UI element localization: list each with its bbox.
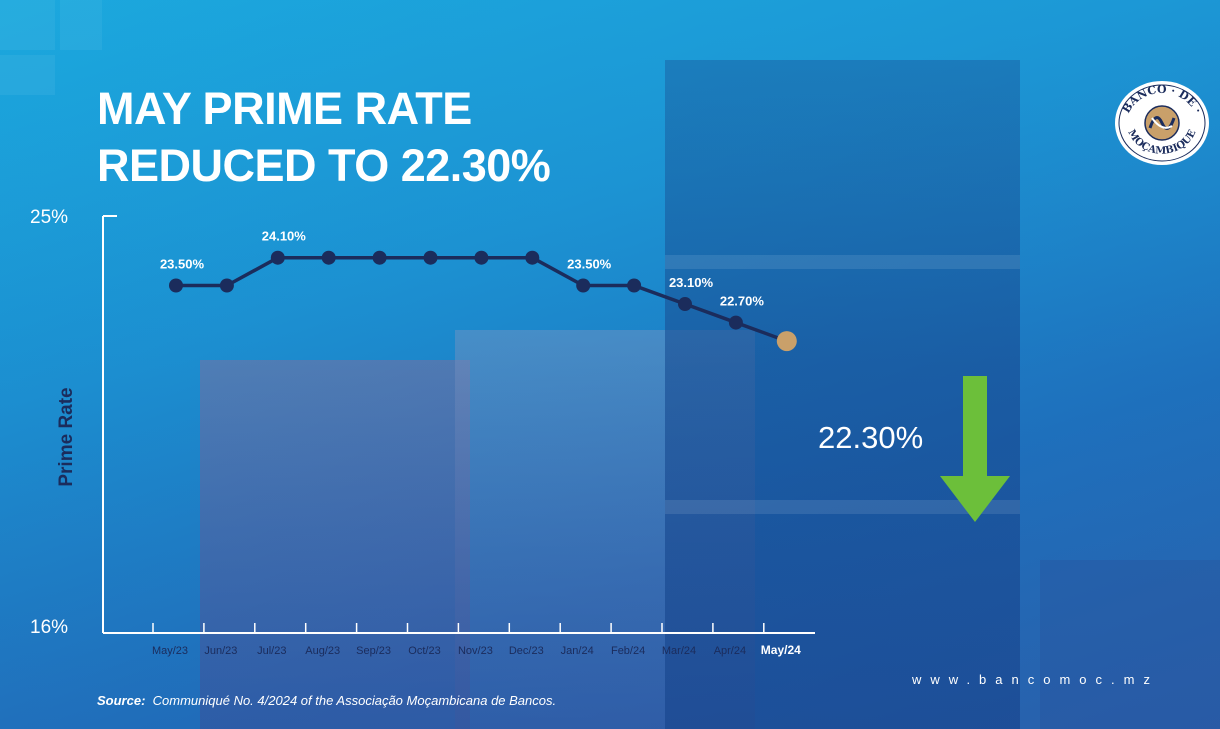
- background-building-right: [1040, 560, 1220, 729]
- x-tick-label: Aug/23: [305, 645, 340, 657]
- data-point: [321, 250, 336, 265]
- background-tiles: [0, 0, 130, 130]
- x-tick-label: Jan/24: [561, 645, 594, 657]
- data-label: 23.50%: [567, 257, 612, 272]
- series-line: [176, 255, 788, 343]
- data-point: [627, 278, 642, 293]
- x-tick-label: Dec/23: [509, 645, 544, 657]
- x-tick-label: Nov/23: [458, 645, 493, 657]
- data-point: [270, 250, 285, 265]
- data-point: [169, 278, 183, 293]
- data-point: [576, 278, 591, 293]
- x-tick-label: Jul/23: [257, 645, 286, 657]
- source-label: Source:: [97, 693, 146, 708]
- source-note: Source: Communiqué No. 4/2024 of the Ass…: [97, 693, 556, 708]
- x-tick-label: May/24: [761, 643, 801, 657]
- data-point: [423, 250, 438, 265]
- background-tower: [665, 60, 1020, 729]
- data-label: 23.10%: [669, 275, 714, 290]
- bank-seal-icon: BANCO · DE · MOÇAMBIQUE: [1115, 81, 1209, 165]
- website-url: www.bancomoc.mz: [912, 672, 1159, 687]
- background-building-left: [200, 360, 470, 729]
- headline-line-2: REDUCED TO 22.30%: [97, 140, 551, 191]
- data-label: 23.50%: [160, 257, 205, 272]
- highlight-point: [776, 331, 797, 352]
- data-point: [372, 250, 387, 265]
- data-point: [525, 250, 540, 265]
- x-tick-label: Feb/24: [611, 645, 645, 657]
- x-tick-label: Sep/23: [356, 645, 391, 657]
- y-axis-title: Prime Rate: [56, 387, 77, 486]
- x-tick-label: Oct/23: [408, 645, 440, 657]
- headline: MAY PRIME RATE REDUCED TO 22.30%: [97, 80, 551, 194]
- data-label: 24.10%: [262, 229, 307, 244]
- data-point: [474, 250, 489, 265]
- x-tick-label: Apr/24: [714, 645, 746, 657]
- data-point: [728, 315, 743, 330]
- x-tick-label: Mar/24: [662, 645, 696, 657]
- highlight-value-label: 22.30%: [818, 420, 924, 455]
- x-tick-label: Jun/23: [204, 645, 237, 657]
- y-tick-label-bottom: 16%: [30, 617, 68, 638]
- source-text: Communiqué No. 4/2024 of the Associação …: [152, 693, 557, 708]
- down-arrow-icon: [940, 376, 1010, 522]
- headline-line-1: MAY PRIME RATE: [97, 83, 472, 134]
- data-point: [219, 278, 234, 293]
- y-tick-label-top: 25%: [30, 207, 68, 228]
- x-tick-label: May/23: [152, 645, 188, 657]
- data-point: [678, 297, 692, 312]
- data-label: 22.70%: [720, 294, 765, 309]
